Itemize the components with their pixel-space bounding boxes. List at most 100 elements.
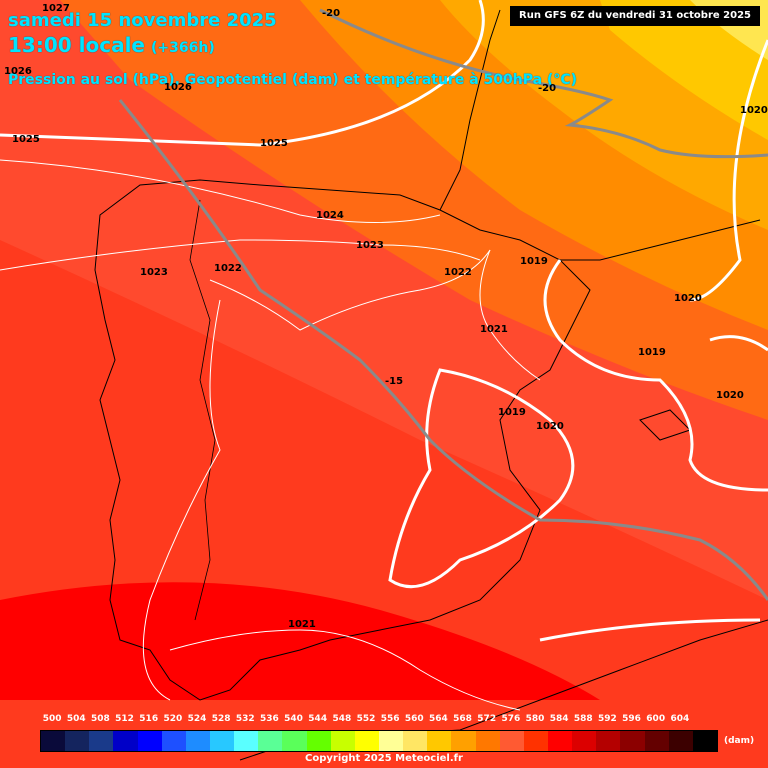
- legend-swatch: [403, 731, 428, 751]
- legend-swatch: [65, 731, 90, 751]
- legend-tick: 568: [453, 714, 472, 724]
- pressure-label: 1024: [316, 210, 344, 221]
- model-run-label: Run GFS 6Z du vendredi 31 octobre 2025: [510, 6, 760, 26]
- legend-swatch: [330, 731, 355, 751]
- legend-tick: 520: [163, 714, 183, 724]
- isotherms: [118, 8, 768, 601]
- legend-swatch: [282, 731, 307, 751]
- legend-tick: 508: [91, 714, 110, 724]
- temperature-label: -20: [322, 8, 341, 19]
- legend-tick: 524: [187, 714, 207, 724]
- legend-tick: 516: [139, 714, 159, 724]
- legend-tick: 536: [260, 714, 279, 724]
- legend-tick: 552: [356, 714, 376, 724]
- legend-tick: 576: [501, 714, 521, 724]
- legend-swatch: [41, 731, 66, 751]
- legend-tick: 600: [646, 714, 666, 724]
- legend-swatch: [499, 731, 524, 751]
- isobar-1023: [0, 239, 481, 271]
- legend-tick: 592: [598, 714, 617, 724]
- legend-swatch: [137, 731, 162, 751]
- legend-tick: 604: [670, 714, 690, 724]
- legend-swatch: [644, 731, 669, 751]
- pressure-label: 1019: [638, 347, 666, 358]
- legend-swatch: [185, 731, 210, 751]
- legend-swatch: [547, 731, 573, 751]
- isobars: [0, 0, 768, 642]
- legend-swatch: [692, 731, 717, 751]
- band-584: [0, 582, 600, 700]
- map-subtitle: Pression au sol (hPa), Geopotentiel (dam…: [8, 72, 577, 88]
- pressure-label: 1023: [140, 267, 168, 278]
- legend-tick: 528: [211, 714, 231, 724]
- iberia-coast: [94, 179, 591, 701]
- pressure-label: 1027: [42, 3, 70, 14]
- legend-swatch: [113, 731, 138, 751]
- isobars-thin: [0, 159, 541, 711]
- local-time-label: 13:00 locale: [8, 33, 145, 57]
- forecast-local-time: 13:00 locale (+366h): [8, 33, 215, 57]
- legend-swatch: [451, 731, 476, 751]
- pressure-label: 1025: [260, 138, 288, 149]
- legend-tick: 556: [380, 714, 400, 724]
- isobar-1020-southeast: [709, 335, 768, 352]
- legend-swatch: [258, 731, 283, 751]
- legend-tick: 588: [573, 714, 593, 724]
- legend-swatch: [354, 731, 379, 751]
- pressure-label: 1022: [444, 267, 472, 278]
- portugal-border: [189, 199, 216, 621]
- legend-swatch: [523, 731, 548, 751]
- pressure-label: 1020: [674, 293, 702, 304]
- legend-swatch: [596, 731, 621, 751]
- pressure-label: 1026: [164, 82, 192, 93]
- isotherm-minus15: [118, 99, 768, 601]
- legend-tick: 532: [235, 714, 255, 724]
- legend-tick: 544: [308, 714, 328, 724]
- geopotential-legend: 500 504 508 512 516 520 524 528 532 536 540 544 548 5…: [0, 710, 768, 768]
- legend-swatch: [427, 731, 452, 751]
- legend-swatch: [209, 731, 235, 751]
- pressure-label: 1020: [536, 421, 564, 432]
- temperature-label: -20: [538, 83, 557, 94]
- legend-swatch: [475, 731, 500, 751]
- legend-color-bar: [40, 730, 718, 752]
- isobar-1020-east: [689, 39, 768, 302]
- band-560: [440, 0, 768, 140]
- pressure-label: 1021: [288, 619, 316, 630]
- copyright-notice: Copyright 2025 Meteociel.fr: [305, 753, 463, 764]
- isotherm-minus20: [319, 8, 768, 159]
- france-coast: [439, 9, 501, 211]
- temperature-label: -15: [385, 376, 404, 387]
- pressure-label: 1019: [520, 256, 548, 267]
- pressure-label: 1023: [356, 240, 384, 251]
- legend-swatch: [572, 731, 597, 751]
- legend-unit: (dam): [724, 736, 755, 746]
- isobar-1021-north: [479, 249, 541, 381]
- pressure-label: 1021: [480, 324, 508, 335]
- legend-swatch: [668, 731, 693, 751]
- forecast-date: samedi 15 novembre 2025: [8, 10, 277, 31]
- isobar-1019: [543, 259, 768, 492]
- legend-tick: 512: [115, 714, 134, 724]
- isobar-1021-south: [169, 629, 521, 711]
- isobar-1025: [0, 0, 485, 147]
- legend-tick: 560: [404, 714, 424, 724]
- france-south-coast: [560, 219, 761, 261]
- legend-swatch: [620, 731, 645, 751]
- legend-tick: 580: [525, 714, 545, 724]
- legend-tick: 584: [549, 714, 569, 724]
- pressure-label: 1020: [740, 105, 768, 116]
- isobar-1024: [0, 159, 441, 223]
- isobar-1021-west: [142, 299, 221, 701]
- legend-tick: 564: [429, 714, 448, 724]
- legend-swatch: [306, 731, 331, 751]
- pressure-label: 1025: [12, 134, 40, 145]
- legend-tick: 548: [332, 714, 352, 724]
- pressure-label: 1019: [498, 407, 526, 418]
- legend-tick-labels: 500 504 508 512 516 520 524 528 532 536 540 544 548 5…: [40, 714, 720, 728]
- band-564: [250, 0, 768, 230]
- pressure-label: 1020: [716, 390, 744, 401]
- isobar-1020-center: [388, 368, 575, 589]
